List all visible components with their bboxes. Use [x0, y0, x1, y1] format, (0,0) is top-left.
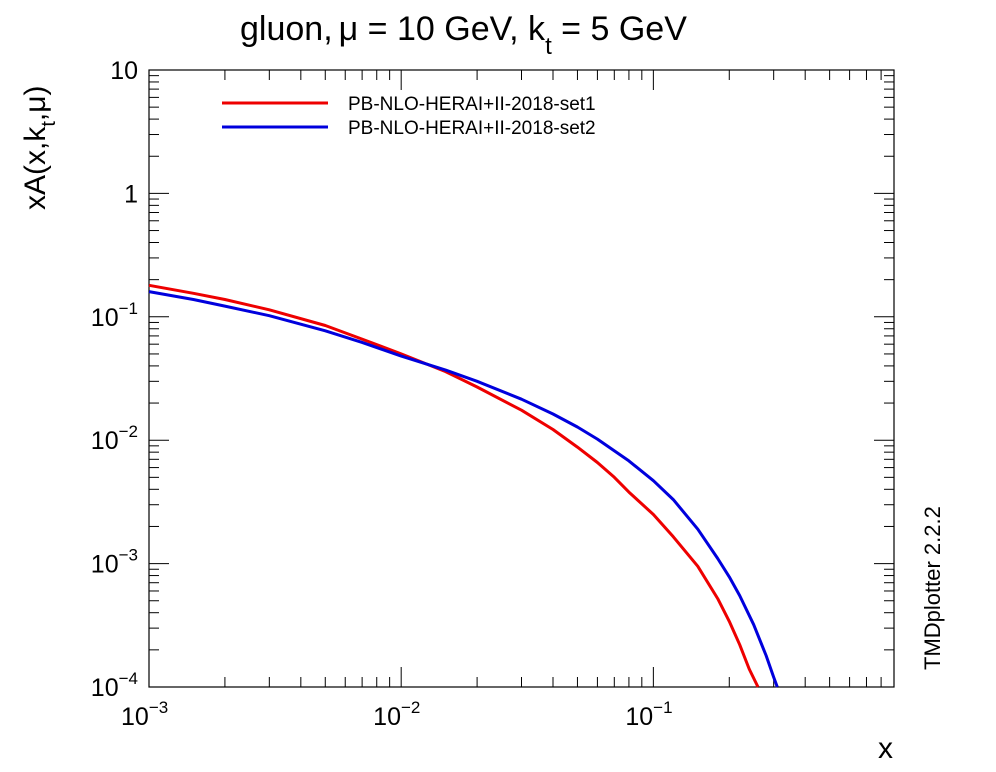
legend-label-set2: PB-NLO-HERAI+II-2018-set2	[348, 118, 596, 139]
title-mu-symbol: μ	[339, 10, 359, 48]
title-rest: = 5 GeV	[552, 10, 687, 48]
x-tick-label-1: 10−2	[373, 698, 420, 731]
y-tick-label-1: 10−3	[91, 546, 138, 579]
y-tick-label-2: 10−2	[91, 422, 138, 455]
series-line-1	[148, 283, 760, 688]
ylabel-part2: ,μ)	[19, 85, 52, 121]
series-line-2	[148, 290, 779, 688]
title-mu-text: = 10 GeV, k	[358, 10, 546, 48]
x-tick-label-2: 10−1	[625, 698, 672, 731]
x-tick-label-0: 10−3	[121, 698, 168, 731]
x-axis-label: x	[878, 732, 893, 765]
y-tick-label-3: 10−1	[91, 299, 138, 332]
legend: PB-NLO-HERAI+II-2018-set1 PB-NLO-HERAI+I…	[222, 94, 596, 139]
y-tick-label-0: 10−4	[91, 669, 138, 702]
title-base: gluon,	[240, 10, 333, 48]
ylabel-sub: t	[38, 121, 60, 127]
series-lines	[148, 283, 779, 688]
y-tick-label-4: 1	[124, 180, 138, 208]
y-axis-label: xA(x,kt,μ)	[19, 85, 60, 210]
axis-ticks	[148, 69, 895, 688]
chart-title: gluon, μ = 10 GeV, kt = 5 GeV	[240, 10, 687, 60]
side-label: TMDplotter 2.2.2	[920, 506, 945, 670]
legend-label-set1: PB-NLO-HERAI+II-2018-set1	[348, 94, 596, 115]
title-sub: t	[545, 33, 552, 60]
y-tick-label-5: 10	[110, 57, 138, 85]
ylabel-part1: xA(x,k	[19, 126, 52, 210]
plot-frame	[148, 69, 895, 688]
